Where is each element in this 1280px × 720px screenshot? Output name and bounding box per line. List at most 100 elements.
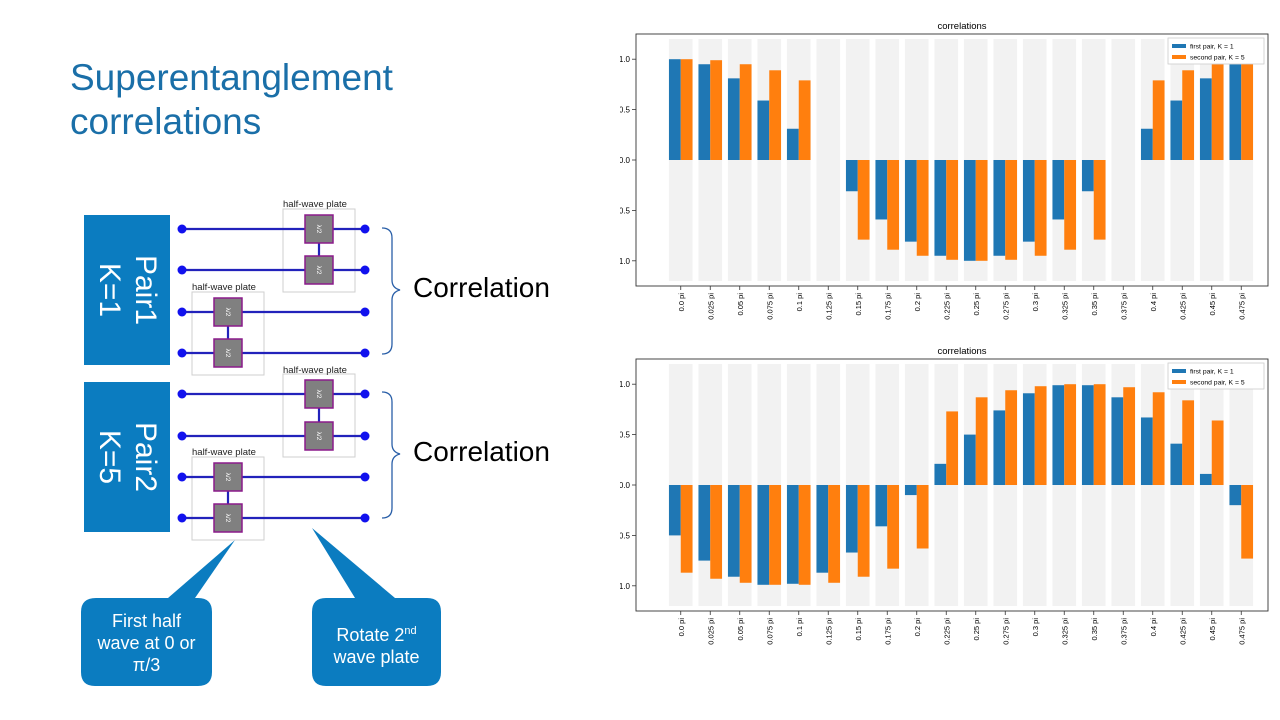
plate-label-4: half-wave plate bbox=[192, 447, 256, 458]
plate-label-2: half-wave plate bbox=[192, 282, 256, 293]
x-tick-label: 0.425 pi bbox=[1178, 618, 1187, 645]
bar-first-pair bbox=[934, 160, 947, 256]
x-tick-label: 0.0 pi bbox=[677, 293, 686, 312]
bar-first-pair bbox=[875, 160, 888, 220]
bar-second-pair bbox=[680, 59, 693, 161]
bar-first-pair bbox=[1022, 160, 1035, 242]
bar-second-pair bbox=[1182, 400, 1195, 485]
bar-first-pair bbox=[1229, 485, 1242, 506]
bar-second-pair bbox=[739, 485, 752, 583]
bar-second-pair bbox=[946, 160, 959, 260]
legend-label: second pair, K = 5 bbox=[1190, 380, 1245, 387]
x-tick-label: 0.05 pi bbox=[736, 618, 745, 641]
bar-second-pair bbox=[946, 411, 959, 485]
bar-second-pair bbox=[1152, 392, 1165, 485]
callout-rotate: Rotate 2nd wave plate bbox=[312, 620, 441, 668]
chart-title: correlations bbox=[937, 21, 986, 32]
wire-end-6 bbox=[360, 431, 370, 441]
x-tick-label: 0.4 pi bbox=[1149, 293, 1158, 312]
brace-pair2 bbox=[381, 391, 401, 519]
x-tick-label: 0.225 pi bbox=[942, 618, 951, 645]
legend-box bbox=[1167, 37, 1265, 65]
bar-first-pair bbox=[786, 128, 799, 160]
bar-second-pair bbox=[1093, 160, 1106, 240]
bar-second-pair bbox=[975, 397, 988, 485]
y-tick-label: -0.5 bbox=[620, 206, 631, 215]
wire-end-7 bbox=[360, 472, 370, 482]
brace-pair1 bbox=[381, 227, 401, 355]
bar-second-pair bbox=[975, 160, 988, 261]
gate-5 bbox=[304, 379, 334, 409]
bar-second-pair bbox=[710, 485, 723, 579]
x-tick-label: 0.45 pi bbox=[1208, 293, 1217, 316]
wire-start-5 bbox=[177, 389, 187, 399]
x-tick-label: 0.4 pi bbox=[1149, 618, 1158, 637]
bar-first-pair bbox=[1199, 473, 1212, 485]
wire-start-1 bbox=[177, 224, 187, 234]
callout1-line2: wave at 0 or bbox=[97, 633, 196, 653]
bar-second-pair bbox=[1093, 384, 1106, 485]
plate-box-4 bbox=[191, 456, 265, 541]
x-tick-label: 0.475 pi bbox=[1237, 293, 1246, 320]
circuit-diagram: half-wave plate half-wave plate half-wav… bbox=[81, 199, 441, 686]
bar-second-pair bbox=[769, 485, 782, 585]
bar-first-pair bbox=[698, 485, 711, 561]
bar-second-pair bbox=[680, 485, 693, 573]
bar-first-pair bbox=[1140, 128, 1153, 160]
wire-end-1 bbox=[360, 224, 370, 234]
bar-second-pair bbox=[887, 160, 900, 250]
bar-first-pair bbox=[816, 485, 829, 573]
bar-second-pair bbox=[857, 485, 870, 577]
x-tick-label: 0.35 pi bbox=[1090, 618, 1099, 641]
x-tick-label: 0.25 pi bbox=[972, 293, 981, 316]
legend-label: second pair, K = 5 bbox=[1190, 55, 1245, 62]
x-tick-label: 0.025 pi bbox=[706, 293, 715, 320]
bar-first-pair bbox=[1170, 443, 1183, 485]
bar-first-pair bbox=[1022, 393, 1035, 485]
bar-first-pair bbox=[845, 160, 858, 192]
gate-symbol-8: λ/2 bbox=[224, 514, 231, 523]
x-tick-label: 0.1 pi bbox=[795, 618, 804, 637]
x-tick-label: 0.3 pi bbox=[1031, 618, 1040, 637]
chart-bottom: correlations1.00.50.0-0.5-1.0Correlation… bbox=[620, 346, 1269, 645]
background-band bbox=[816, 39, 841, 281]
y-tick-label: 1.0 bbox=[620, 380, 631, 389]
callout-shape-2 bbox=[312, 528, 441, 686]
x-tick-label: 0.2 pi bbox=[913, 618, 922, 637]
x-tick-label: 0.3 pi bbox=[1031, 293, 1040, 312]
x-tick-label: 0.275 pi bbox=[1001, 618, 1010, 645]
legend-label: first pair, K = 1 bbox=[1190, 44, 1234, 51]
plate-box-2 bbox=[191, 291, 265, 376]
bar-first-pair bbox=[1111, 397, 1124, 485]
bar-second-pair bbox=[798, 80, 811, 160]
plate-label-1: half-wave plate bbox=[283, 199, 347, 210]
bar-first-pair bbox=[875, 485, 888, 527]
wire-start-4 bbox=[177, 348, 187, 358]
x-tick-label: 0.125 pi bbox=[824, 293, 833, 320]
bar-first-pair bbox=[668, 59, 681, 161]
bar-second-pair bbox=[1241, 485, 1254, 559]
y-tick-label: -0.5 bbox=[620, 531, 631, 540]
x-tick-label: 0.45 pi bbox=[1208, 618, 1217, 641]
chart-top: correlations1.00.50.0-0.5-1.0Correlation… bbox=[620, 21, 1269, 320]
bar-second-pair bbox=[798, 485, 811, 585]
x-tick-label: 0.05 pi bbox=[736, 293, 745, 316]
x-tick-label: 0.375 pi bbox=[1119, 293, 1128, 320]
gate-symbol-1: λ/2 bbox=[315, 225, 322, 234]
gate-symbol-3: λ/2 bbox=[224, 308, 231, 317]
x-tick-label: 0.025 pi bbox=[706, 618, 715, 645]
callout1-line3: π/3 bbox=[132, 655, 161, 675]
bar-second-pair bbox=[1034, 386, 1047, 485]
wire-start-2 bbox=[177, 265, 187, 275]
title-line-2: correlations bbox=[70, 101, 262, 142]
bar-first-pair bbox=[963, 434, 976, 485]
x-tick-label: 0.275 pi bbox=[1001, 293, 1010, 320]
wire-end-5 bbox=[360, 389, 370, 399]
gate-1 bbox=[304, 214, 334, 244]
callout2-sup: nd bbox=[404, 625, 417, 637]
bar-second-pair bbox=[739, 64, 752, 160]
bar-second-pair bbox=[1005, 160, 1018, 260]
x-tick-label: 0.1 pi bbox=[795, 293, 804, 312]
bar-second-pair bbox=[769, 70, 782, 160]
x-tick-label: 0.475 pi bbox=[1237, 618, 1246, 645]
